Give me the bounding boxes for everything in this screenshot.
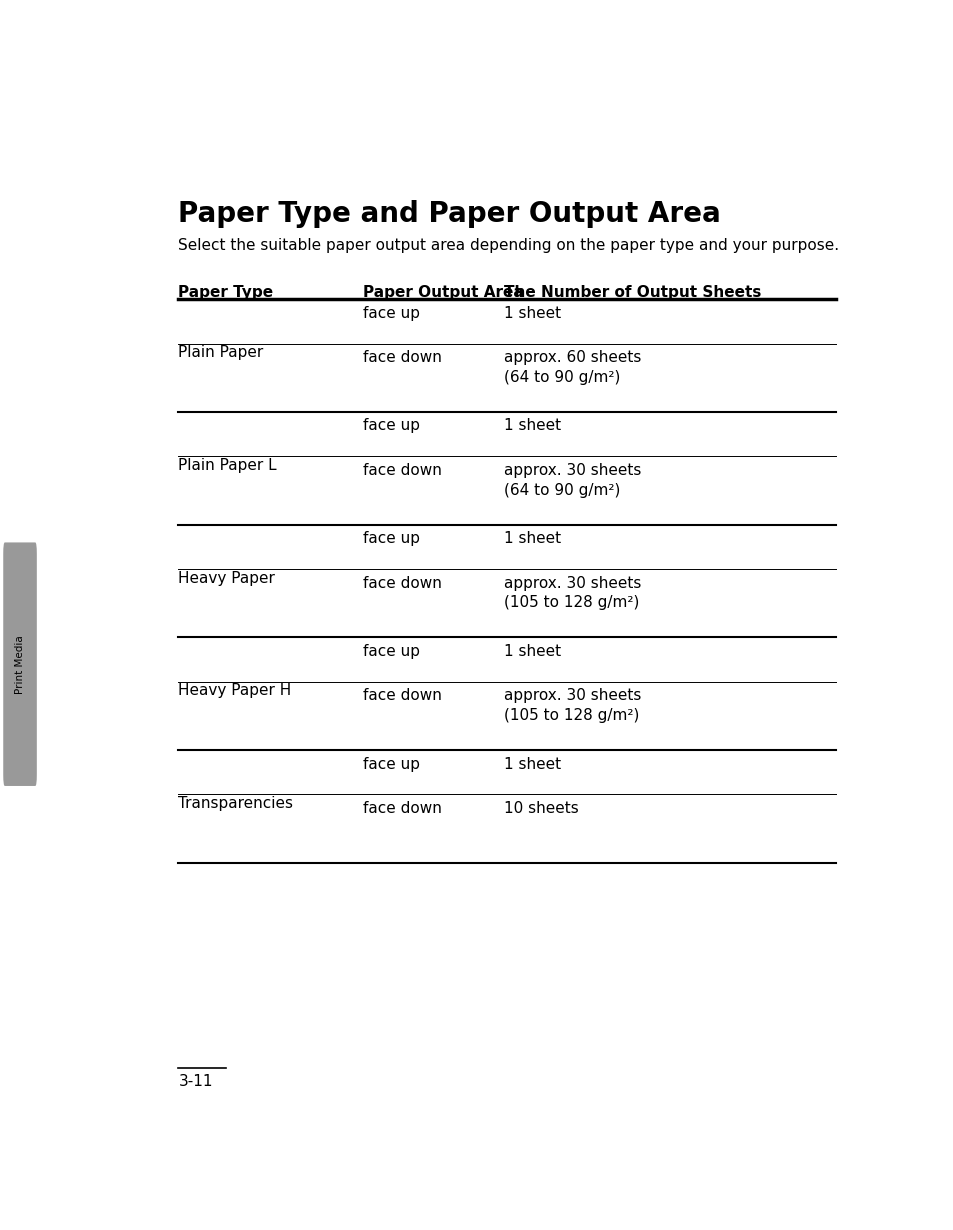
- Text: 10 sheets: 10 sheets: [503, 801, 578, 815]
- Text: Plain Paper L: Plain Paper L: [178, 458, 276, 472]
- Text: 1 sheet: 1 sheet: [503, 531, 560, 546]
- Text: 1 sheet: 1 sheet: [503, 418, 560, 433]
- Text: Print Media: Print Media: [15, 635, 25, 694]
- Text: face down: face down: [363, 576, 441, 590]
- Text: Paper Output Area: Paper Output Area: [363, 285, 523, 300]
- Text: Heavy Paper H: Heavy Paper H: [178, 683, 292, 699]
- Text: face up: face up: [363, 643, 419, 659]
- Text: Plain Paper: Plain Paper: [178, 346, 263, 360]
- FancyBboxPatch shape: [3, 542, 37, 786]
- Text: face down: face down: [363, 462, 441, 478]
- Text: face up: face up: [363, 418, 419, 433]
- Text: Transparencies: Transparencies: [178, 796, 294, 811]
- Text: 1 sheet: 1 sheet: [503, 756, 560, 771]
- Text: approx. 30 sheets
(105 to 128 g/m²): approx. 30 sheets (105 to 128 g/m²): [503, 689, 640, 723]
- Text: face down: face down: [363, 801, 441, 815]
- Text: Select the suitable paper output area depending on the paper type and your purpo: Select the suitable paper output area de…: [178, 237, 839, 252]
- Text: face up: face up: [363, 306, 419, 321]
- Text: face up: face up: [363, 756, 419, 771]
- Text: 3-11: 3-11: [178, 1074, 213, 1089]
- Text: approx. 30 sheets
(64 to 90 g/m²): approx. 30 sheets (64 to 90 g/m²): [503, 462, 640, 498]
- Text: face down: face down: [363, 351, 441, 365]
- Text: face down: face down: [363, 689, 441, 704]
- Text: The Number of Output Sheets: The Number of Output Sheets: [503, 285, 760, 300]
- Text: 1 sheet: 1 sheet: [503, 306, 560, 321]
- Text: approx. 60 sheets
(64 to 90 g/m²): approx. 60 sheets (64 to 90 g/m²): [503, 351, 640, 385]
- Text: 1 sheet: 1 sheet: [503, 643, 560, 659]
- Text: Paper Type: Paper Type: [178, 285, 274, 300]
- Text: Paper Type and Paper Output Area: Paper Type and Paper Output Area: [178, 199, 720, 228]
- Text: face up: face up: [363, 531, 419, 546]
- Text: approx. 30 sheets
(105 to 128 g/m²): approx. 30 sheets (105 to 128 g/m²): [503, 576, 640, 610]
- Text: Heavy Paper: Heavy Paper: [178, 571, 275, 585]
